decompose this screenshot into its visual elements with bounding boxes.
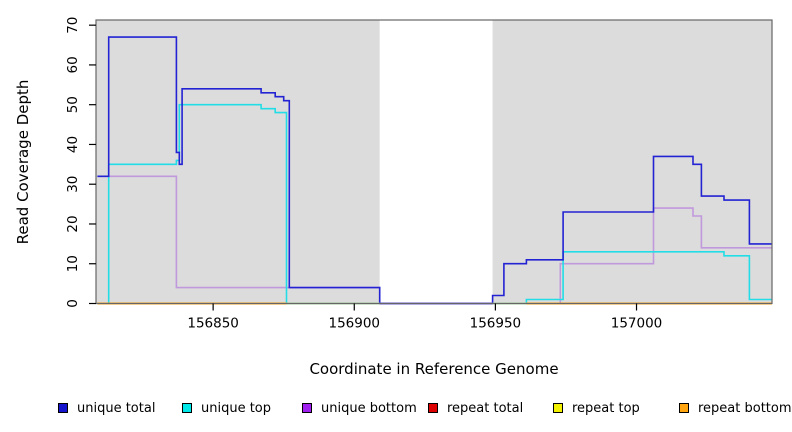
unique-top-swatch-icon <box>182 403 192 413</box>
series-unique-bottom <box>97 175 772 305</box>
legend-item-repeat-total: repeat total <box>428 400 523 416</box>
legend-item-unique-total: unique total <box>58 400 155 416</box>
y-tick-label: 40 <box>65 136 81 153</box>
unique-total-swatch-icon <box>58 403 68 413</box>
y-tick-label: 70 <box>65 17 81 34</box>
legend-item-unique-bottom: unique bottom <box>302 400 417 416</box>
plot-border <box>95 19 773 305</box>
repeat-bottom-swatch-icon <box>679 403 689 413</box>
legend-label: unique total <box>77 400 156 416</box>
series-unique-top <box>97 103 772 305</box>
y-tick-label: 60 <box>65 56 81 73</box>
legend-label: repeat top <box>572 400 640 416</box>
unique-bottom-swatch-icon <box>302 403 312 413</box>
legend-label: repeat bottom <box>698 400 792 416</box>
legend-item-repeat-top: repeat top <box>553 400 640 416</box>
x-tick-label: 156950 <box>470 316 522 332</box>
y-tick-label: 20 <box>65 215 81 232</box>
y-tick-label: 0 <box>65 299 81 308</box>
x-tick-label: 157000 <box>611 316 663 332</box>
y-axis-title: Read Coverage Depth <box>14 79 32 245</box>
legend-item-unique-top: unique top <box>182 400 271 416</box>
coverage-gap-region <box>379 20 493 303</box>
repeat-total-swatch-icon <box>428 403 438 413</box>
repeat-top-swatch-icon <box>553 403 563 413</box>
legend-item-repeat-bottom: repeat bottom <box>679 400 792 416</box>
legend: unique total unique top unique bottom re… <box>0 400 792 420</box>
legend-label: unique bottom <box>321 400 417 416</box>
y-tick-label: 50 <box>65 96 81 113</box>
y-tick-label: 30 <box>65 176 81 193</box>
legend-label: unique top <box>201 400 272 416</box>
x-axis-title: Coordinate in Reference Genome <box>309 360 559 378</box>
x-tick-label: 156850 <box>187 316 239 332</box>
y-tick-label: 10 <box>65 255 81 272</box>
x-tick-label: 156900 <box>328 316 380 332</box>
legend-label: repeat total <box>447 400 524 416</box>
